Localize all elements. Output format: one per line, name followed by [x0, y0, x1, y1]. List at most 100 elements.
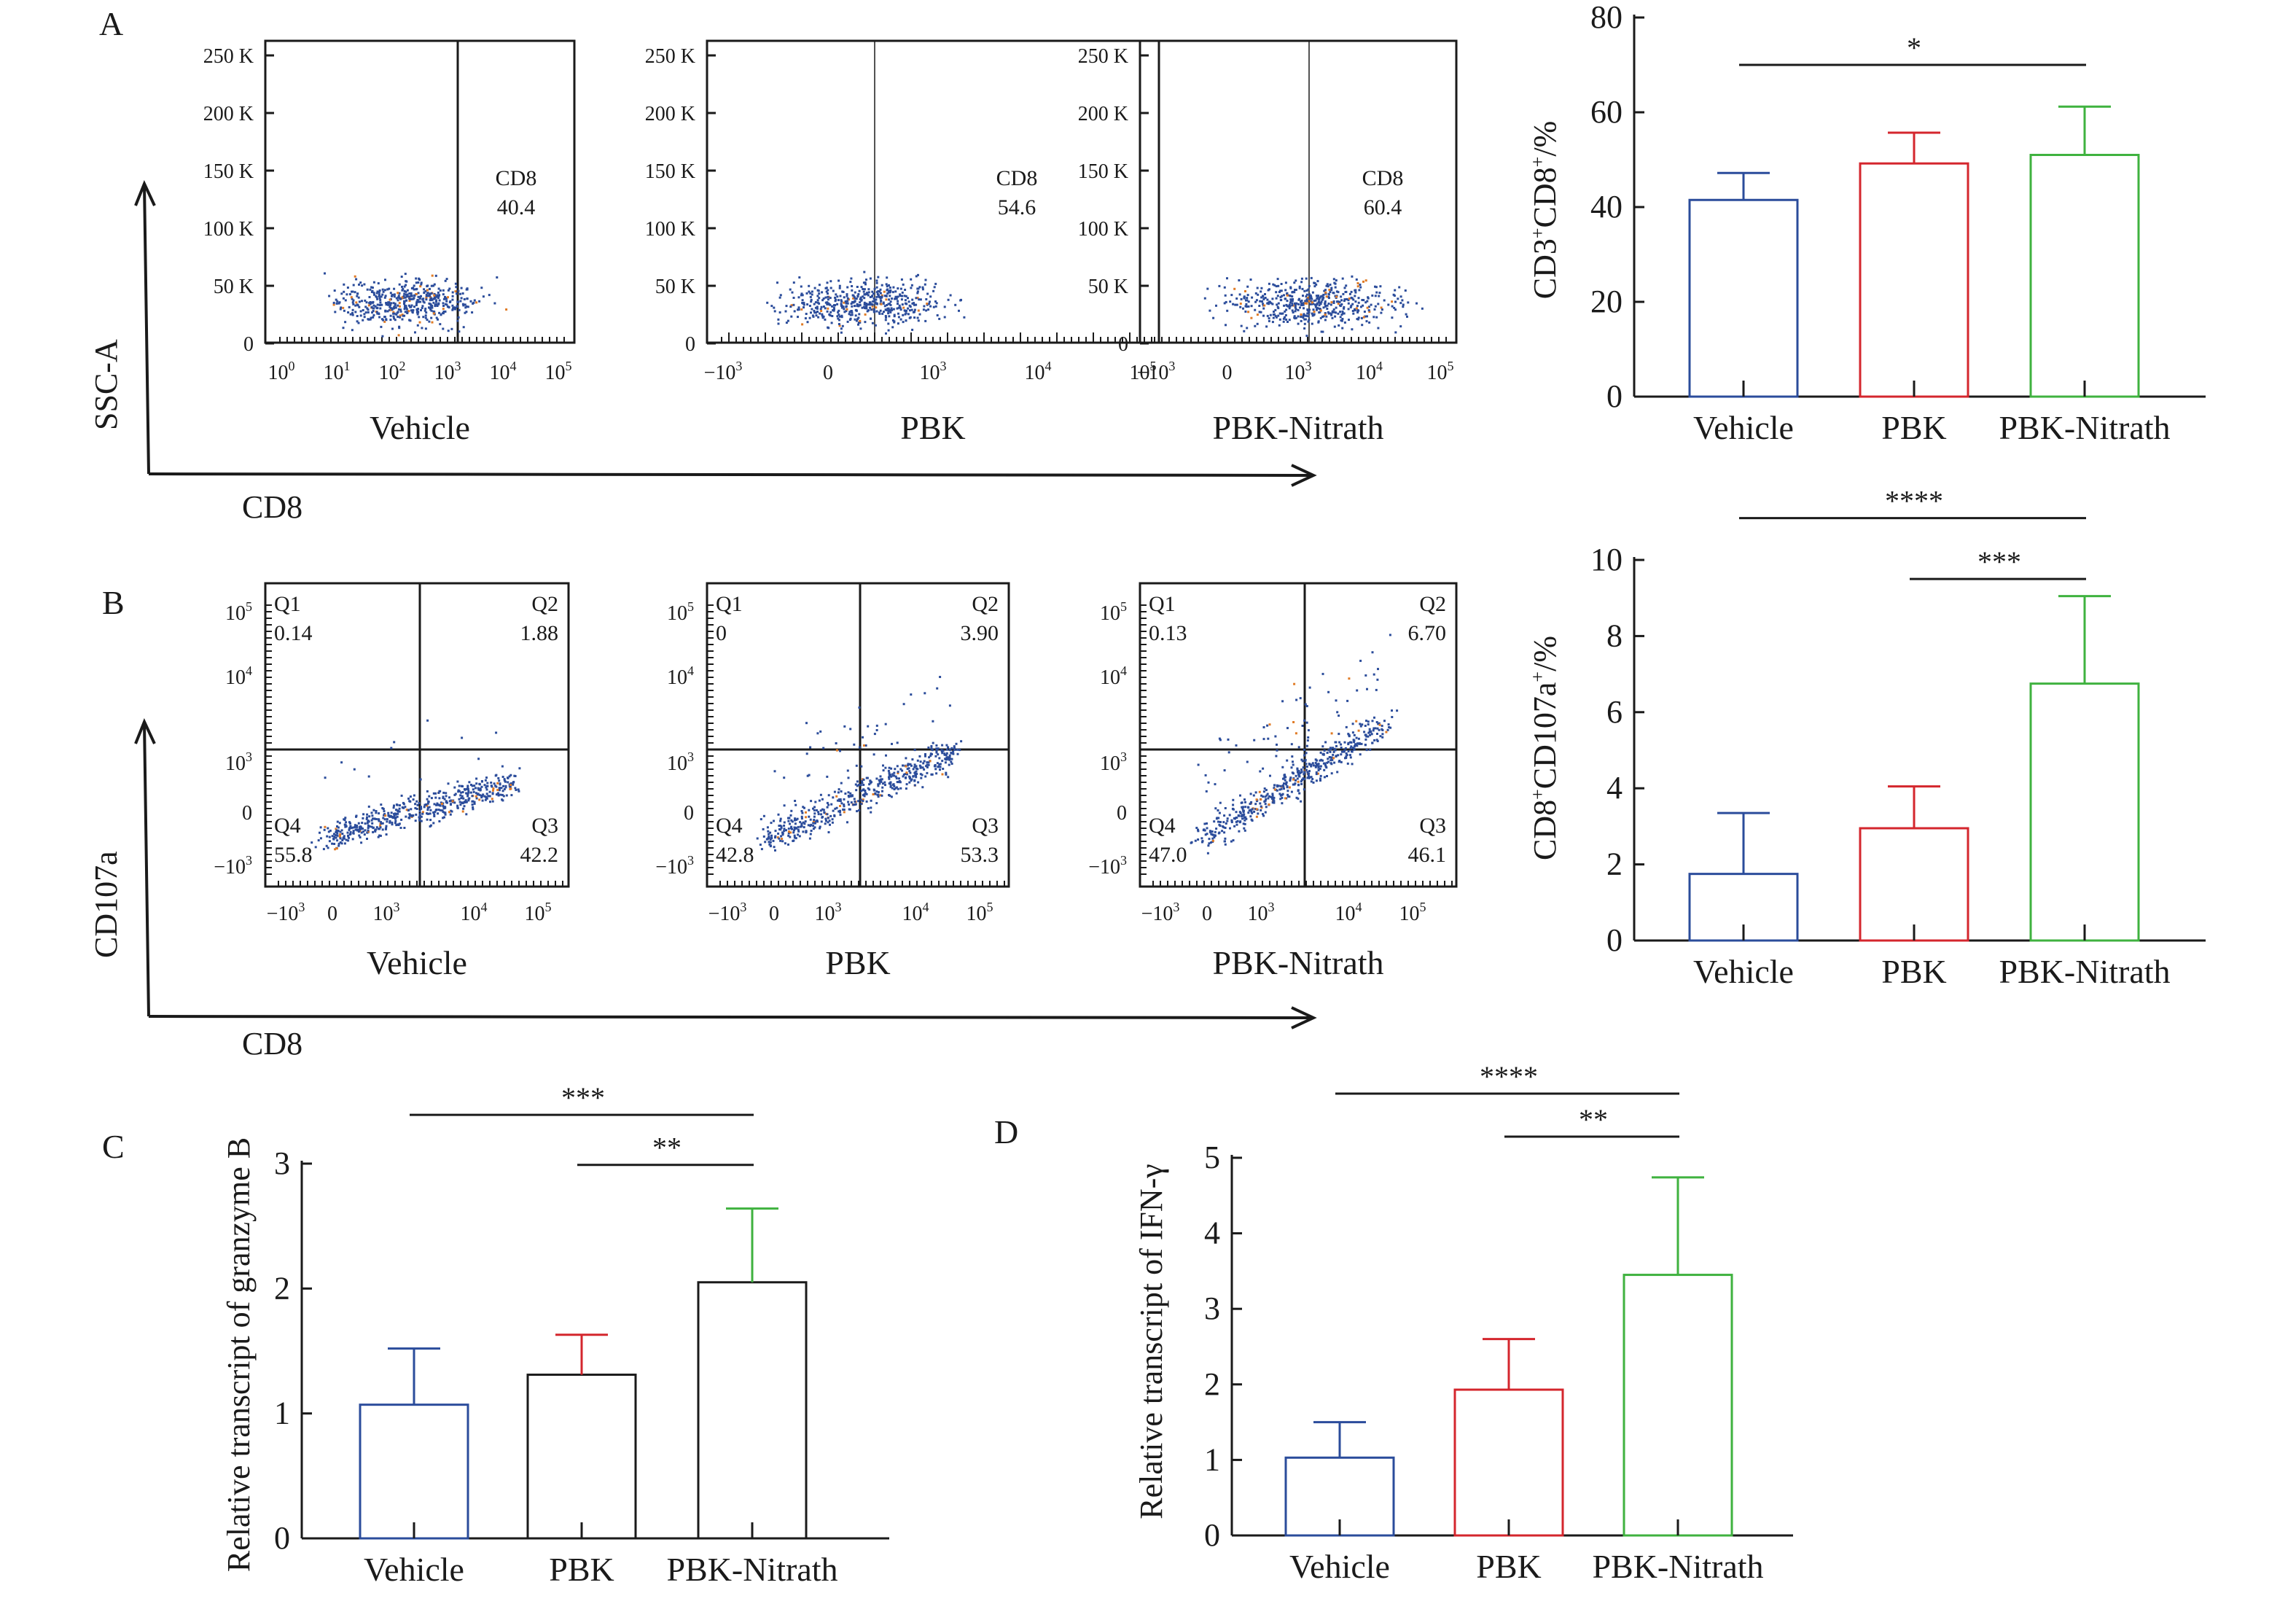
event-dot	[456, 292, 458, 295]
event-dot	[461, 795, 464, 798]
event-dot	[432, 312, 435, 315]
event-dot	[1310, 303, 1313, 305]
event-dot	[1268, 317, 1270, 320]
event-dot	[897, 306, 900, 309]
event-dot	[393, 812, 396, 815]
event-dot	[1303, 314, 1305, 317]
event-dot	[1278, 324, 1281, 327]
event-dot	[1286, 305, 1289, 308]
x-tick-label-exp: 3	[835, 900, 842, 914]
event-dot	[838, 799, 841, 802]
event-dot	[773, 770, 776, 773]
event-dot	[907, 763, 910, 766]
event-dot	[432, 301, 435, 304]
event-dot	[835, 742, 837, 744]
y-tick-label: 105	[667, 599, 694, 625]
event-dot	[1241, 807, 1244, 810]
event-dot	[415, 288, 418, 291]
event-dot	[326, 835, 329, 838]
bar-vehicle	[359, 1403, 469, 1540]
event-dot	[912, 768, 915, 771]
plot-frame	[1139, 39, 1458, 344]
event-dot	[785, 322, 788, 324]
event-dot	[910, 779, 913, 782]
event-dot	[913, 766, 916, 768]
y-tick-label: 250 K	[203, 45, 254, 68]
event-dot	[1321, 316, 1324, 318]
x-tick-label-base: 10	[379, 362, 399, 384]
event-dot	[433, 813, 436, 816]
event-dot	[899, 295, 902, 297]
y-tick-label: 0	[242, 802, 252, 825]
event-dot	[342, 297, 345, 300]
event-dot	[1319, 779, 1321, 782]
event-dot	[371, 311, 374, 314]
y-tick-label: 103	[225, 749, 252, 775]
event-dot	[1375, 316, 1378, 319]
event-dot	[887, 312, 890, 315]
event-dot	[797, 308, 799, 311]
event-dot	[399, 310, 402, 313]
y-tick-label: 0	[243, 333, 254, 356]
event-dot	[383, 814, 386, 817]
event-dot	[869, 277, 872, 280]
event-dot	[824, 296, 827, 299]
event-dot	[1327, 292, 1330, 295]
x-tick-label-exp: 3	[298, 900, 305, 914]
event-dot	[1389, 726, 1392, 729]
event-dot	[1315, 283, 1318, 286]
event-dot	[1313, 300, 1316, 303]
q4-value: 42.8	[716, 843, 754, 867]
y-tick-label: 100 K	[645, 218, 695, 241]
event-dot	[398, 302, 401, 305]
event-dot	[783, 828, 786, 830]
event-dot	[364, 305, 367, 308]
event-dot	[1291, 302, 1294, 305]
event-dot	[425, 298, 428, 301]
event-dot	[869, 306, 872, 309]
event-dot	[420, 309, 422, 311]
event-dot	[812, 828, 815, 830]
event-dot	[334, 833, 337, 836]
q1-name: Q1	[1149, 592, 1176, 616]
event-dot	[1207, 844, 1210, 847]
event-dot	[359, 314, 362, 317]
event-dot	[398, 292, 401, 295]
event-dot	[787, 834, 790, 837]
event-dot	[514, 787, 517, 790]
event-dot	[455, 286, 458, 289]
event-dot	[343, 819, 346, 822]
event-dot	[1300, 277, 1303, 280]
q4-value: 55.8	[274, 843, 313, 867]
event-dot	[1298, 285, 1301, 288]
event-dot	[1223, 831, 1226, 834]
event-dot	[883, 290, 886, 293]
event-dot	[936, 762, 939, 765]
y-tick-label: 5	[1204, 1140, 1220, 1175]
event-dot	[854, 803, 856, 806]
event-dot	[795, 827, 798, 830]
event-dot	[865, 793, 868, 795]
y-tick-label-base: −10	[214, 856, 246, 879]
event-dot	[1278, 788, 1281, 791]
event-dot	[864, 313, 867, 316]
event-dot	[1364, 744, 1367, 746]
event-dot	[1302, 302, 1305, 305]
event-dot	[475, 777, 478, 780]
event-dot	[1330, 289, 1333, 292]
event-dot	[429, 299, 432, 302]
event-dot	[1312, 781, 1315, 784]
event-dot	[426, 798, 429, 801]
event-dot	[905, 765, 907, 768]
event-dot	[426, 812, 428, 815]
event-dot	[388, 819, 391, 822]
event-dot	[1335, 741, 1338, 744]
event-dot	[427, 295, 429, 297]
event-dot	[475, 301, 478, 304]
event-dot	[370, 316, 372, 319]
event-dot	[808, 290, 811, 293]
event-dot	[1368, 321, 1371, 324]
event-dot	[1243, 817, 1246, 819]
event-dot	[1347, 749, 1350, 752]
